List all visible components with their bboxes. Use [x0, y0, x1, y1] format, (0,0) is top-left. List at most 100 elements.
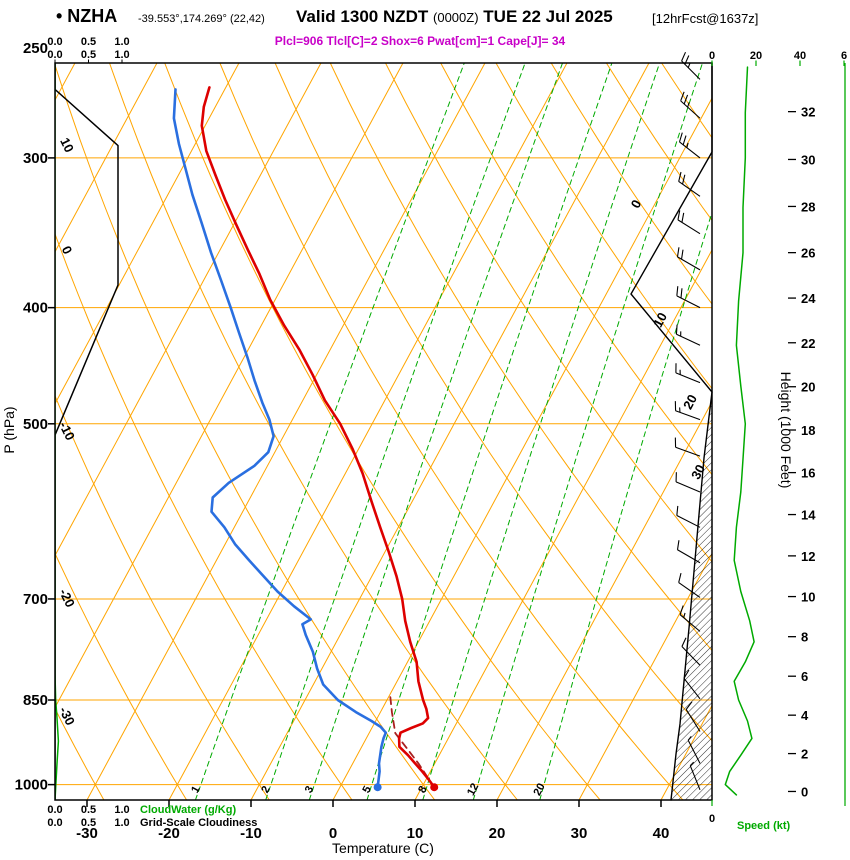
svg-text:0.0: 0.0 [47, 49, 62, 61]
svg-text:-20: -20 [158, 825, 180, 842]
svg-text:1.0: 1.0 [114, 49, 129, 61]
svg-text:32: 32 [801, 105, 815, 120]
wind-barb [678, 573, 701, 598]
wind-barb [685, 701, 701, 732]
svg-text:12: 12 [801, 549, 815, 564]
adiabat-labels: 10 0 -10 -20 -30 [56, 135, 78, 728]
svg-text:20: 20 [801, 380, 815, 395]
svg-text:10: 10 [57, 135, 77, 155]
wind-barb [675, 472, 701, 493]
sounding-parameters: Plcl=906 Tlcl[C]=2 Shox=6 Pwat[cm]=1 Cap… [274, 34, 566, 48]
svg-text:6: 6 [841, 50, 847, 62]
svg-text:0: 0 [709, 813, 715, 825]
svg-text:5: 5 [360, 784, 373, 795]
svg-text:0: 0 [59, 243, 76, 256]
svg-text:14: 14 [801, 508, 816, 523]
svg-text:40: 40 [653, 825, 670, 842]
svg-text:26: 26 [801, 246, 815, 261]
svg-text:0.5: 0.5 [81, 817, 96, 829]
svg-text:22: 22 [801, 336, 815, 351]
svg-text:16: 16 [801, 466, 815, 481]
valid-date: TUE 22 Jul 2025 [483, 7, 613, 26]
svg-text:1.0: 1.0 [114, 36, 129, 48]
svg-text:20: 20 [531, 781, 547, 797]
wind-barb [676, 286, 701, 309]
svg-text:20: 20 [489, 825, 506, 842]
svg-text:-30: -30 [56, 704, 78, 727]
plot-frame [54, 62, 713, 801]
valid-label: Valid 1300 NZDT [296, 7, 429, 26]
svg-text:4: 4 [801, 708, 809, 723]
wind-barb [674, 401, 701, 421]
svg-text:400: 400 [23, 300, 48, 317]
svg-text:20: 20 [680, 392, 700, 412]
svg-text:0.0: 0.0 [47, 804, 62, 816]
svg-text:24: 24 [801, 291, 816, 306]
wind-barb [683, 669, 701, 700]
wind-barb [689, 761, 701, 790]
isobar-gridlines [55, 157, 712, 786]
right-hatch-area [630, 62, 713, 801]
wind-barb [679, 605, 701, 632]
svg-text:0.5: 0.5 [81, 804, 96, 816]
wind-barb [675, 324, 701, 346]
svg-text:0.0: 0.0 [47, 817, 62, 829]
wind-barb [687, 736, 701, 764]
svg-text:0.0: 0.0 [47, 36, 62, 48]
dewpoint-curve [172, 88, 388, 792]
svg-text:1.0: 1.0 [114, 804, 129, 816]
svg-text:10: 10 [407, 825, 424, 842]
svg-text:-10: -10 [240, 825, 262, 842]
svg-text:2: 2 [801, 747, 808, 762]
svg-text:6: 6 [801, 669, 808, 684]
wind-barb [681, 637, 701, 666]
svg-text:0: 0 [628, 197, 645, 210]
svg-text:1: 1 [189, 784, 202, 795]
cloudiness-axis-title: Grid-Scale Cloudiness [140, 817, 257, 829]
svg-text:1.0: 1.0 [114, 817, 129, 829]
speed-scale: 0 20 40 60 [709, 50, 847, 825]
wind-barb [680, 91, 701, 119]
wind-barb [674, 437, 701, 457]
svg-text:2: 2 [259, 784, 272, 795]
wind-barb [681, 51, 701, 80]
speed-curve [724, 66, 755, 796]
svg-text:0: 0 [801, 784, 808, 799]
temperature-curve [200, 86, 439, 792]
station-id: • NZHA [56, 6, 118, 26]
svg-text:0.5: 0.5 [81, 49, 96, 61]
svg-text:28: 28 [801, 199, 815, 214]
wind-barb [678, 171, 701, 197]
svg-text:850: 850 [23, 692, 48, 709]
svg-text:10: 10 [801, 590, 815, 605]
pressure-axis-title: P (hPa) [1, 406, 17, 453]
svg-text:1000: 1000 [15, 777, 48, 794]
height-axis-title: Height (1000 Feet) [778, 372, 794, 489]
svg-text:3: 3 [303, 784, 316, 795]
wind-barb [676, 505, 701, 528]
temperature-axis: -30 -20 -10 0 10 20 30 40 [76, 800, 669, 842]
svg-text:18: 18 [801, 423, 815, 438]
svg-text:-20: -20 [56, 586, 78, 609]
temperature-axis-title: Temperature (C) [332, 840, 434, 856]
forecast-info: [12hrFcst@1637z] [652, 11, 759, 26]
svg-text:10: 10 [650, 310, 670, 330]
svg-text:8: 8 [801, 630, 808, 645]
svg-text:30: 30 [571, 825, 588, 842]
svg-text:20: 20 [750, 50, 762, 62]
svg-text:30: 30 [801, 152, 815, 167]
cloud-scale-labels: 0.00.00.00.00.50.50.50.51.01.01.01.0 [47, 36, 129, 829]
speed-axis-title: Speed (kt) [737, 820, 791, 832]
station-coords: -39.553°,174.269° (22,42) [138, 13, 265, 25]
pressure-axis: 250 300 400 500 700 850 1000 [15, 40, 55, 794]
wind-barb [678, 132, 701, 159]
wind-barbs [674, 51, 701, 790]
svg-text:250: 250 [23, 40, 48, 57]
wind-barb [676, 247, 701, 271]
svg-text:-30: -30 [76, 825, 98, 842]
valid-utc: (0000Z) [433, 10, 479, 25]
svg-text:40: 40 [794, 50, 806, 62]
